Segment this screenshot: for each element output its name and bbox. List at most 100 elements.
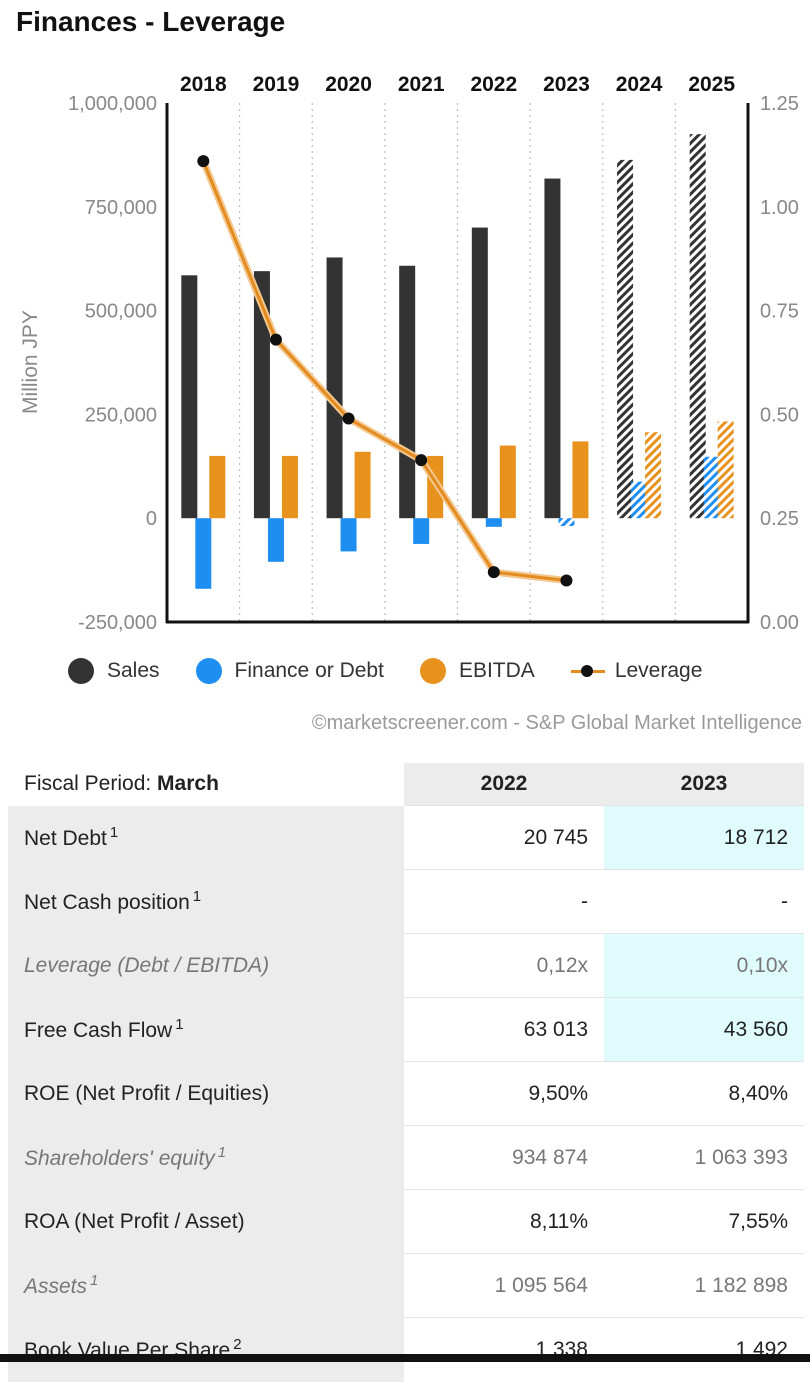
- y2-tick-label: 1.00: [760, 197, 799, 219]
- sales-bar: [471, 227, 488, 519]
- sales-swatch-icon: [68, 658, 94, 684]
- cell-2022: 934 874: [404, 1125, 604, 1190]
- ebitda-bar: [717, 421, 734, 519]
- table-row: Shareholders' equity 1 934 874 1 063 393: [8, 1125, 804, 1190]
- row-label-text: Leverage (Debt / EBITDA): [24, 953, 270, 977]
- sales-bar: [689, 134, 706, 519]
- leverage-chart: 1,000,000 750,000 500,000 250,000 0 -250,000 1…: [19, 73, 799, 634]
- legend-finance-or-debt[interactable]: Finance or Debt: [195, 658, 384, 684]
- cell-2022: 1 095 564: [404, 1253, 604, 1318]
- row-label: Shareholders' equity 1: [8, 1125, 404, 1190]
- row-label: ROA (Net Profit / Asset): [8, 1189, 404, 1254]
- x-tick-label: 2025: [688, 73, 735, 96]
- legend-sales-label: Sales: [107, 659, 160, 682]
- footnote-marker: 1: [175, 1016, 184, 1033]
- finance-or-debt-bar: [340, 518, 357, 552]
- sales-bar: [181, 275, 198, 519]
- row-label-text: Free Cash Flow: [24, 1019, 173, 1042]
- leverage-line-icon: [570, 658, 605, 684]
- cell-2023: -: [604, 869, 804, 934]
- cell-2023: 7,55%: [604, 1189, 804, 1254]
- sales-bar: [399, 265, 416, 519]
- y2-tick-label: 0.50: [760, 404, 799, 426]
- ebitda-bar: [499, 445, 516, 519]
- y-tick-label: 1,000,000: [68, 93, 157, 115]
- leverage-point: [560, 574, 573, 587]
- leverage-point: [269, 333, 282, 346]
- cell-2023: 0,10x: [604, 933, 804, 998]
- legend-ebitda[interactable]: EBITDA: [419, 658, 535, 684]
- cell-2022: 63 013: [404, 997, 604, 1062]
- cell-2022: 20 745: [404, 805, 604, 870]
- x-tick-label: 2022: [470, 73, 517, 96]
- ebitda-bar: [572, 441, 589, 519]
- y2-tick-label: 0.00: [760, 612, 799, 634]
- column-header-2023: 2023: [604, 763, 804, 806]
- chart-credit: ©marketscreener.com - S&P Global Market …: [311, 712, 802, 734]
- x-tick-label: 2023: [543, 73, 590, 96]
- footnote-marker: 1: [109, 824, 119, 841]
- row-label: Book Value Per Share 2: [8, 1317, 404, 1382]
- table-row: ROE (Net Profit / Equities) 9,50% 8,40%: [8, 1061, 804, 1126]
- sales-bar: [544, 178, 561, 519]
- y-tick-label: 500,000: [85, 301, 157, 323]
- row-label-text: ROE (Net Profit / Equities): [24, 1081, 270, 1105]
- finance-or-debt-bar: [703, 456, 720, 519]
- finance-swatch-icon: [195, 658, 222, 684]
- y-axis-title: Million JPY: [19, 310, 42, 414]
- x-tick-label: 2018: [180, 73, 227, 96]
- cell-2022: -: [404, 869, 604, 934]
- row-label-text: Net Cash position: [24, 891, 190, 914]
- cell-2023: 18 712: [604, 805, 804, 870]
- fiscal-period: Fiscal Period: March: [8, 763, 404, 806]
- legend-finance-label: Finance or Debt: [234, 659, 384, 682]
- sales-bar: [617, 159, 634, 519]
- leverage-point: [487, 566, 500, 579]
- row-label: Net Cash position 1: [8, 869, 404, 934]
- row-label-text: Shareholders' equity: [24, 1147, 215, 1170]
- table-row: Net Debt 1 20 745 18 712: [8, 805, 804, 870]
- table-row: Free Cash Flow 1 63 013 43 560: [8, 997, 804, 1062]
- fiscal-period-label: Fiscal Period:: [24, 772, 158, 796]
- system-bottom-bar: [0, 1354, 810, 1362]
- cell-2023: 1 182 898: [604, 1253, 804, 1318]
- table-header-row: Fiscal Period: March 2022 2023: [8, 763, 804, 806]
- cell-2022: 8,11%: [404, 1189, 604, 1254]
- cell-2023: 1 063 393: [604, 1125, 804, 1190]
- chart-legend: Sales Finance or Debt EBITDA Leverage: [68, 658, 738, 684]
- finance-or-debt-bar: [195, 518, 212, 589]
- fiscal-period-value: March: [157, 772, 219, 796]
- x-tick-label: 2020: [325, 73, 372, 96]
- y-tick-label: 0: [146, 508, 157, 530]
- y2-tick-label: 0.25: [760, 508, 799, 530]
- y2-tick-label: 1.25: [760, 93, 799, 115]
- page-title: Finances - Leverage: [16, 6, 286, 37]
- legend-ebitda-label: EBITDA: [458, 659, 535, 682]
- ebitda-bar: [354, 451, 371, 519]
- legend-sales[interactable]: Sales: [68, 658, 160, 684]
- finance-or-debt-bar: [631, 481, 648, 519]
- finance-or-debt-bar: [558, 518, 575, 526]
- leverage-point: [342, 412, 355, 425]
- table-row: Assets 1 1 095 564 1 182 898: [8, 1253, 804, 1318]
- footnote-marker: 2: [233, 1336, 242, 1353]
- x-tick-label: 2024: [616, 73, 663, 96]
- cell-2023: 43 560: [604, 997, 804, 1062]
- row-label: Assets 1: [8, 1253, 404, 1318]
- y-tick-label: 750,000: [85, 197, 157, 219]
- cell-2023: 1 492: [604, 1317, 804, 1382]
- sales-bar: [253, 271, 270, 519]
- table-row: Net Cash position 1- -: [8, 869, 804, 934]
- footnote-marker: 1: [217, 1144, 227, 1161]
- ebitda-swatch-icon: [419, 658, 446, 684]
- ebitda-bar: [209, 455, 226, 519]
- leverage-line: [201, 160, 567, 582]
- finance-table: Fiscal Period: March 2022 2023 Net Debt 1…: [8, 763, 804, 1382]
- leverage-point: [415, 454, 428, 467]
- legend-leverage-label: Leverage: [614, 659, 703, 682]
- table-row: Book Value Per Share 2 1 338 1 492: [8, 1317, 804, 1382]
- y-tick-label: -250,000: [78, 612, 157, 634]
- legend-leverage[interactable]: Leverage: [570, 658, 703, 684]
- leverage-point: [197, 155, 210, 168]
- table-row: Leverage (Debt / EBITDA) 0,12x 0,10x: [8, 933, 804, 998]
